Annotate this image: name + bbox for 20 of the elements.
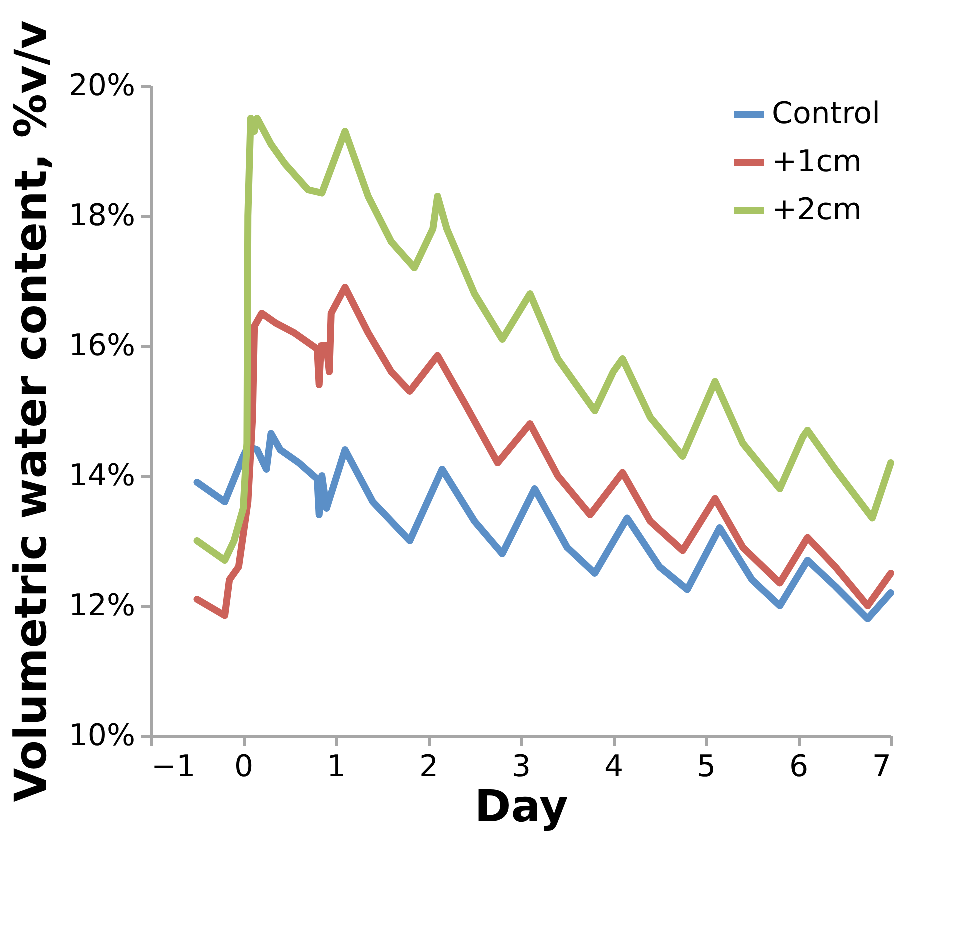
- legend-label: +1cm: [772, 144, 862, 180]
- legend-label: Control: [772, 96, 880, 132]
- y-tick-label: 10%: [68, 718, 136, 754]
- x-tick-label: 0: [234, 750, 254, 784]
- legend-label: +2cm: [772, 192, 862, 228]
- x-tick-label: 7: [872, 750, 892, 784]
- x-tick-label: 3: [512, 750, 532, 784]
- x-tick-label: 2: [419, 750, 439, 784]
- x-tick-label: 5: [696, 750, 716, 784]
- y-tick-label: 16%: [68, 328, 136, 364]
- x-tick-label: −1: [152, 750, 196, 784]
- y-tick-label: 14%: [68, 458, 136, 494]
- x-tick-label: 4: [604, 750, 624, 784]
- y-tick-label: 20%: [68, 68, 136, 104]
- y-tick-label: 18%: [68, 198, 136, 234]
- y-axis-title: Volumetric water content, %v/v: [6, 20, 57, 802]
- x-tick-label: 6: [789, 750, 809, 784]
- y-tick-label: 12%: [68, 588, 136, 624]
- x-axis-title: Day: [474, 782, 568, 832]
- x-tick-label: 1: [326, 750, 346, 784]
